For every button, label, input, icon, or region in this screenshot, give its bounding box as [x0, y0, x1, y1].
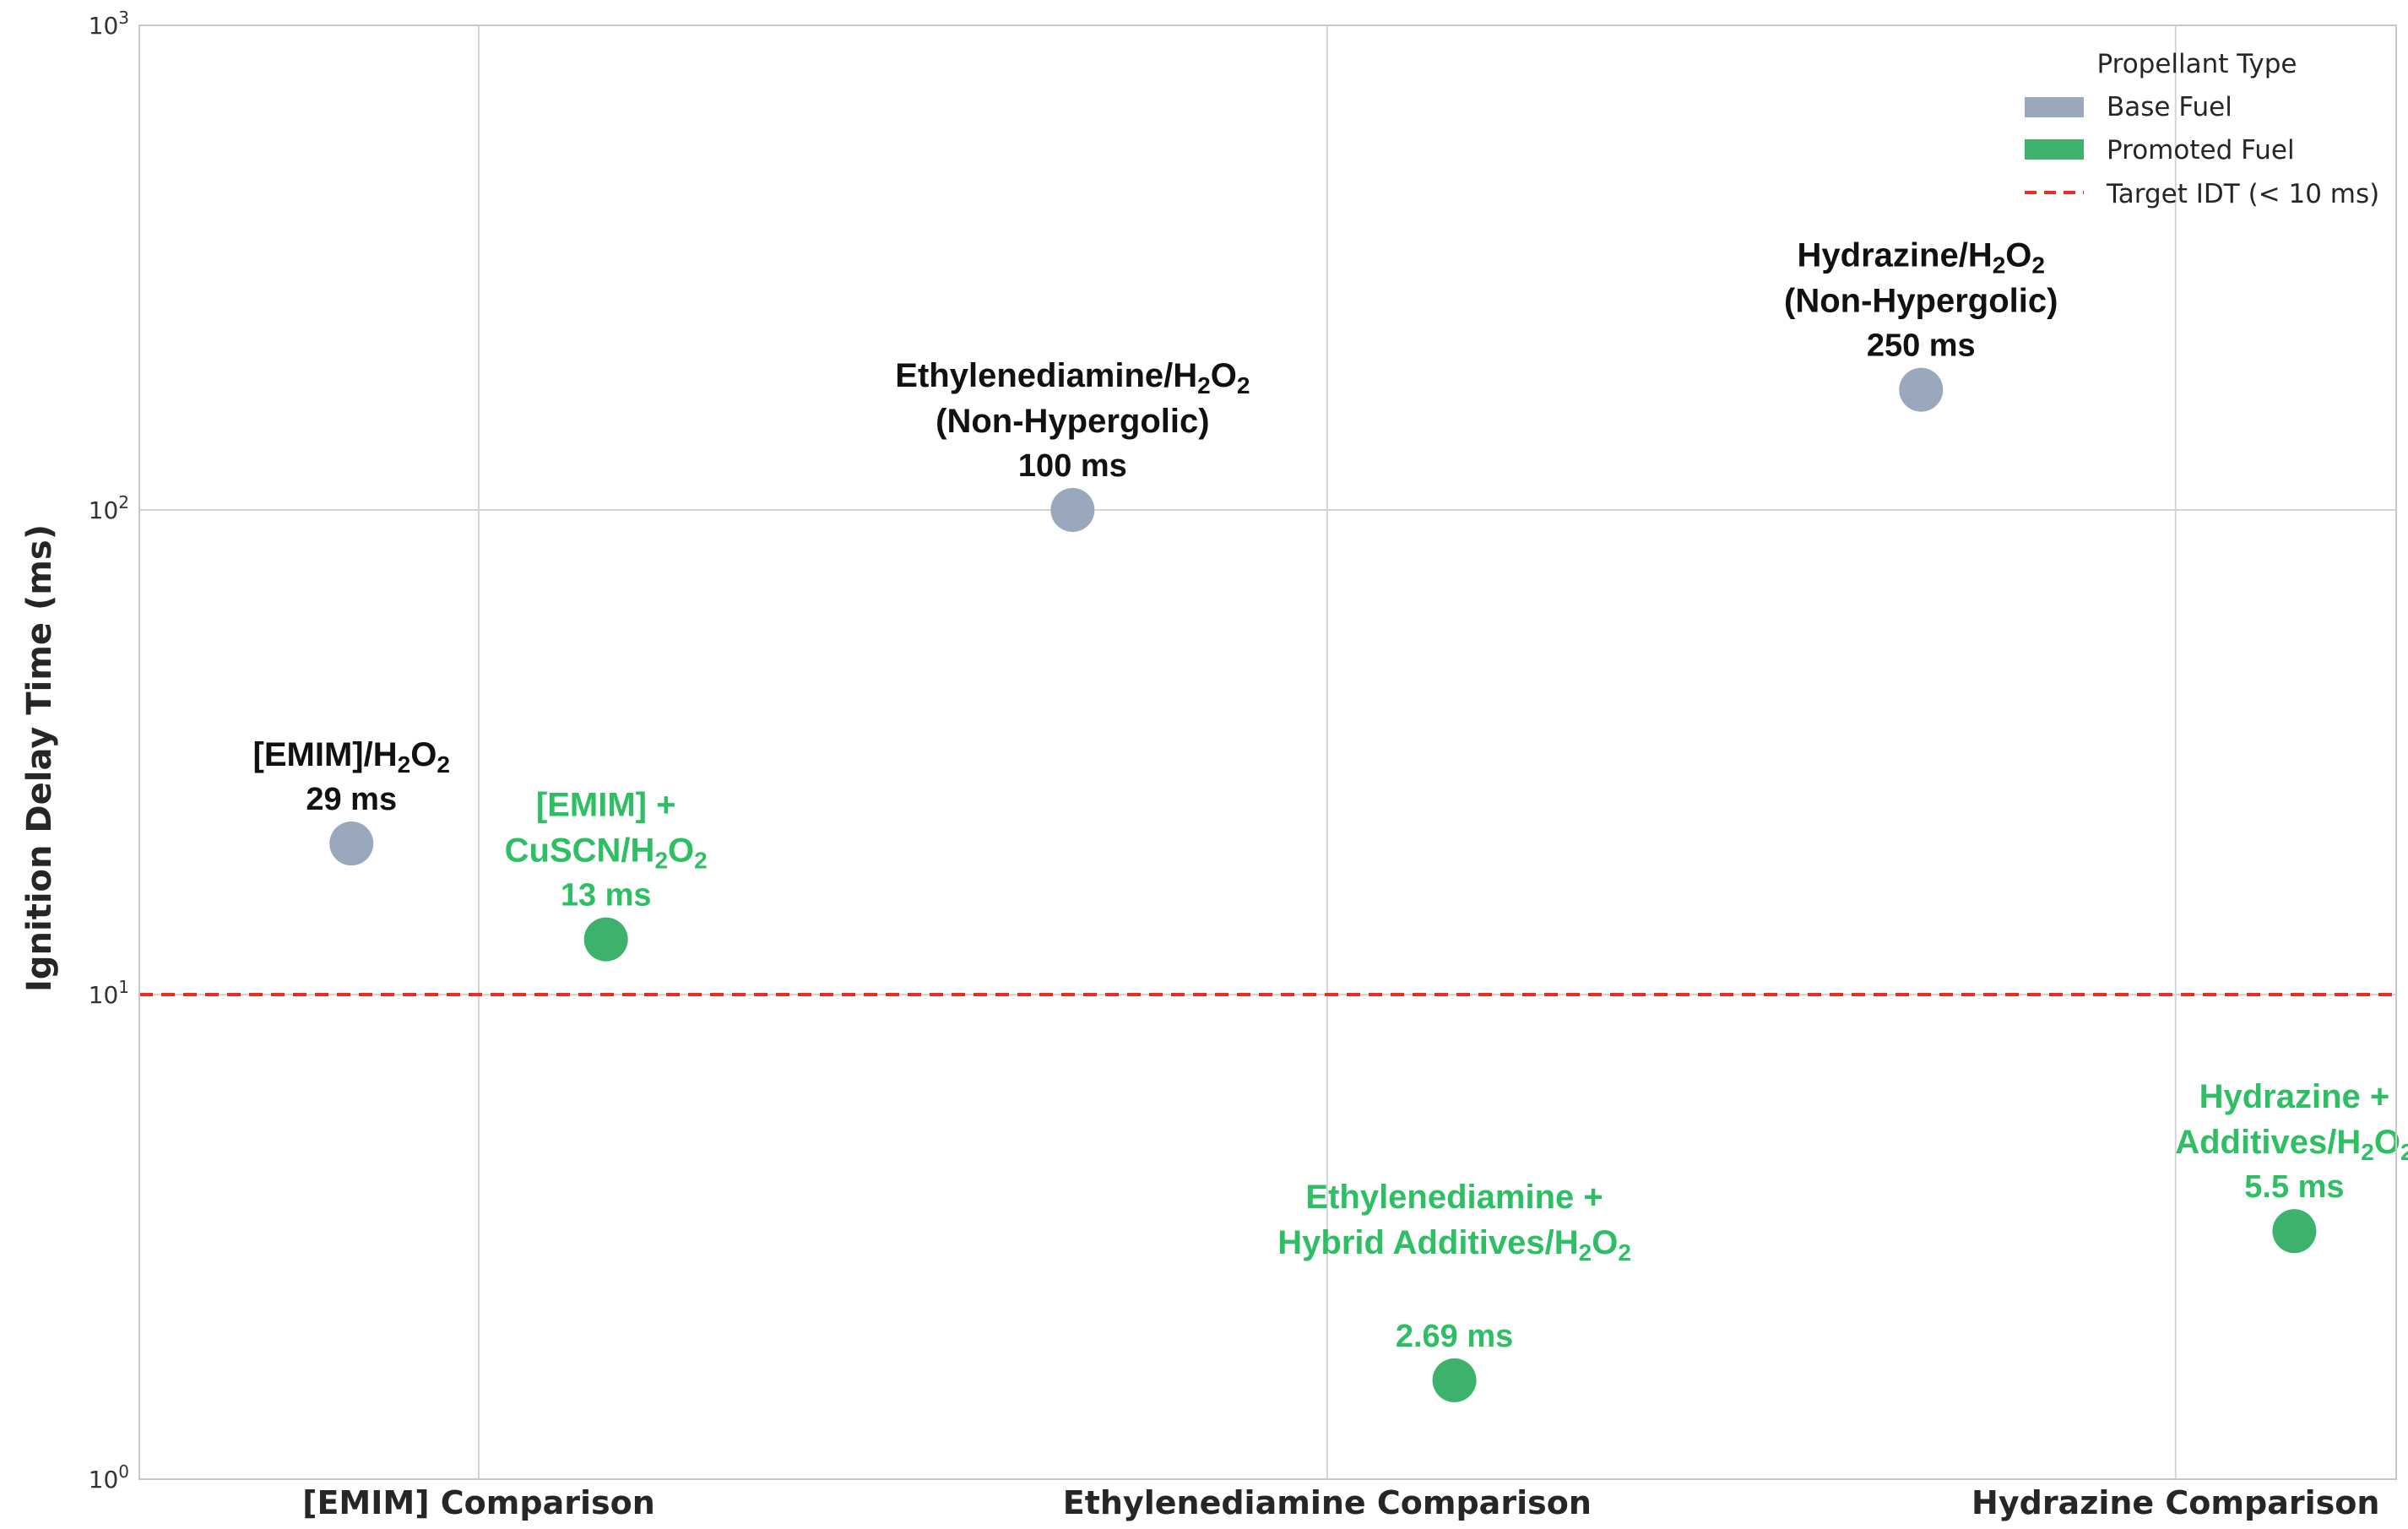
grid-lines — [139, 24, 2396, 1480]
legend-label-promoted: Promoted Fuel — [2107, 135, 2295, 165]
promoted-fuel-point — [583, 917, 628, 962]
x-category-labels: [EMIM] Comparison Ethylenediamine Compari… — [302, 1484, 2379, 1521]
point-value-label: 100 ms — [1018, 448, 1127, 484]
legend-swatch-promoted — [2025, 139, 2084, 160]
y-tick-label: 101 — [89, 977, 129, 1009]
base-fuel-point — [1899, 367, 1944, 412]
point-value-label: 2.69 ms — [1396, 1319, 1513, 1354]
legend-label-base: Base Fuel — [2107, 92, 2232, 122]
point-name-label: CuSCN/H2​O2​ — [505, 832, 708, 874]
y-tick-label: 100 — [89, 1461, 129, 1494]
base-fuel-point — [1050, 488, 1095, 532]
legend-label-target: Target IDT (< 10 ms) — [2106, 179, 2379, 209]
y-tick-label: 103 — [89, 8, 129, 40]
promoted-fuel-point — [2272, 1209, 2317, 1254]
x-category-label: [EMIM] Comparison — [302, 1484, 655, 1521]
point-name-label: (Non-Hypergolic) — [936, 403, 1209, 440]
point-value-label: 5.5 ms — [2244, 1169, 2344, 1205]
point-name-label: Hybrid Additives/H2​O2​ — [1277, 1224, 1631, 1266]
point-value-label: 13 ms — [561, 878, 652, 914]
x-category-label: Ethylenediamine Comparison — [1063, 1484, 1592, 1521]
point-name-label: [EMIM]/H2​O2​ — [253, 736, 450, 778]
point-name-label: Additives/H2​O2​ — [2175, 1124, 2408, 1165]
point-labels: 29 ms [EMIM]/H2​O2​ 100 ms Ethylenediamine/… — [253, 237, 2408, 1354]
point-name-label: Ethylenediamine + — [1305, 1179, 1603, 1216]
point-name-label: (Non-Hypergolic) — [1784, 283, 2058, 320]
point-name-label: Hydrazine + — [2199, 1078, 2390, 1115]
point-name-label: Hydrazine/H2​O2​ — [1798, 237, 2045, 279]
legend: Propellant Type Base Fuel Promoted Fuel … — [2025, 49, 2379, 209]
data-points — [329, 367, 2317, 1402]
x-category-label: Hydrazine Comparison — [1971, 1484, 2379, 1521]
legend-swatch-base — [2025, 97, 2084, 117]
point-value-label: 29 ms — [306, 782, 397, 817]
y-tick-label: 102 — [89, 492, 129, 524]
plot-frame — [138, 24, 2397, 1480]
point-value-label: 250 ms — [1867, 328, 1976, 364]
y-axis-title: Ignition Delay Time (ms) — [20, 524, 59, 992]
point-name-label: Ethylenediamine/H2​O2​ — [895, 357, 1250, 399]
promoted-fuel-point — [1432, 1358, 1477, 1402]
y-tick-labels: 100 101 102 103 — [89, 8, 129, 1494]
base-fuel-point — [329, 821, 374, 866]
legend-title: Propellant Type — [2096, 49, 2297, 79]
point-name-label: [EMIM] + — [536, 787, 676, 824]
